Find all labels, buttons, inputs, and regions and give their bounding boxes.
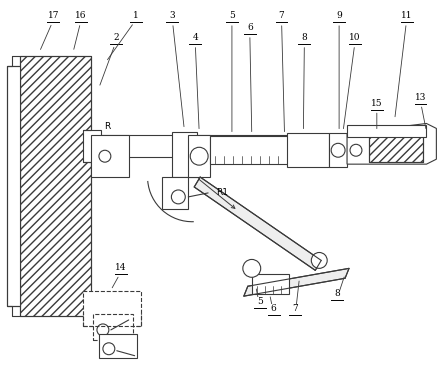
Circle shape [103, 343, 115, 355]
Text: 11: 11 [401, 11, 412, 20]
Text: 5: 5 [257, 297, 263, 306]
Bar [188, 135, 210, 177]
Text: 3: 3 [170, 11, 175, 20]
Bar [19, 56, 91, 316]
Circle shape [171, 190, 185, 204]
Text: 5: 5 [229, 11, 235, 20]
Text: 6: 6 [271, 304, 276, 313]
Circle shape [97, 324, 109, 336]
Text: 17: 17 [47, 11, 59, 20]
Text: 2: 2 [113, 33, 119, 42]
Text: 16: 16 [75, 11, 87, 20]
Text: 4: 4 [192, 33, 198, 42]
Text: 14: 14 [115, 263, 127, 272]
Bar [210, 137, 299, 164]
Bar [163, 177, 188, 209]
Circle shape [331, 143, 345, 157]
Text: 8: 8 [334, 289, 340, 298]
Bar [369, 137, 424, 162]
Bar [99, 334, 136, 358]
Circle shape [311, 252, 327, 268]
Bar [347, 125, 427, 137]
Text: 13: 13 [415, 93, 426, 101]
Bar [91, 135, 129, 177]
Polygon shape [347, 124, 436, 164]
Text: 9: 9 [336, 11, 342, 20]
Bar [91, 135, 304, 157]
Circle shape [350, 144, 362, 156]
Text: 1: 1 [133, 11, 139, 20]
Circle shape [243, 259, 260, 277]
Bar [252, 274, 289, 294]
Bar [19, 56, 91, 316]
Bar [329, 133, 347, 167]
Polygon shape [194, 177, 321, 270]
Text: 7: 7 [292, 304, 298, 313]
Circle shape [99, 150, 111, 162]
Text: R1: R1 [216, 188, 228, 197]
Text: 15: 15 [371, 99, 383, 108]
Text: 10: 10 [349, 33, 361, 42]
Bar [288, 133, 329, 167]
Bar [83, 291, 140, 326]
Bar [7, 66, 19, 306]
Text: R: R [104, 123, 110, 131]
Bar [93, 314, 132, 340]
Bar [83, 130, 101, 162]
Text: 7: 7 [279, 11, 284, 20]
Text: 6: 6 [247, 23, 253, 32]
Bar [369, 137, 424, 162]
Text: 8: 8 [302, 33, 307, 42]
Polygon shape [244, 268, 349, 296]
Bar [172, 132, 197, 177]
Bar [299, 138, 329, 162]
Circle shape [190, 147, 208, 165]
Bar [299, 138, 329, 162]
